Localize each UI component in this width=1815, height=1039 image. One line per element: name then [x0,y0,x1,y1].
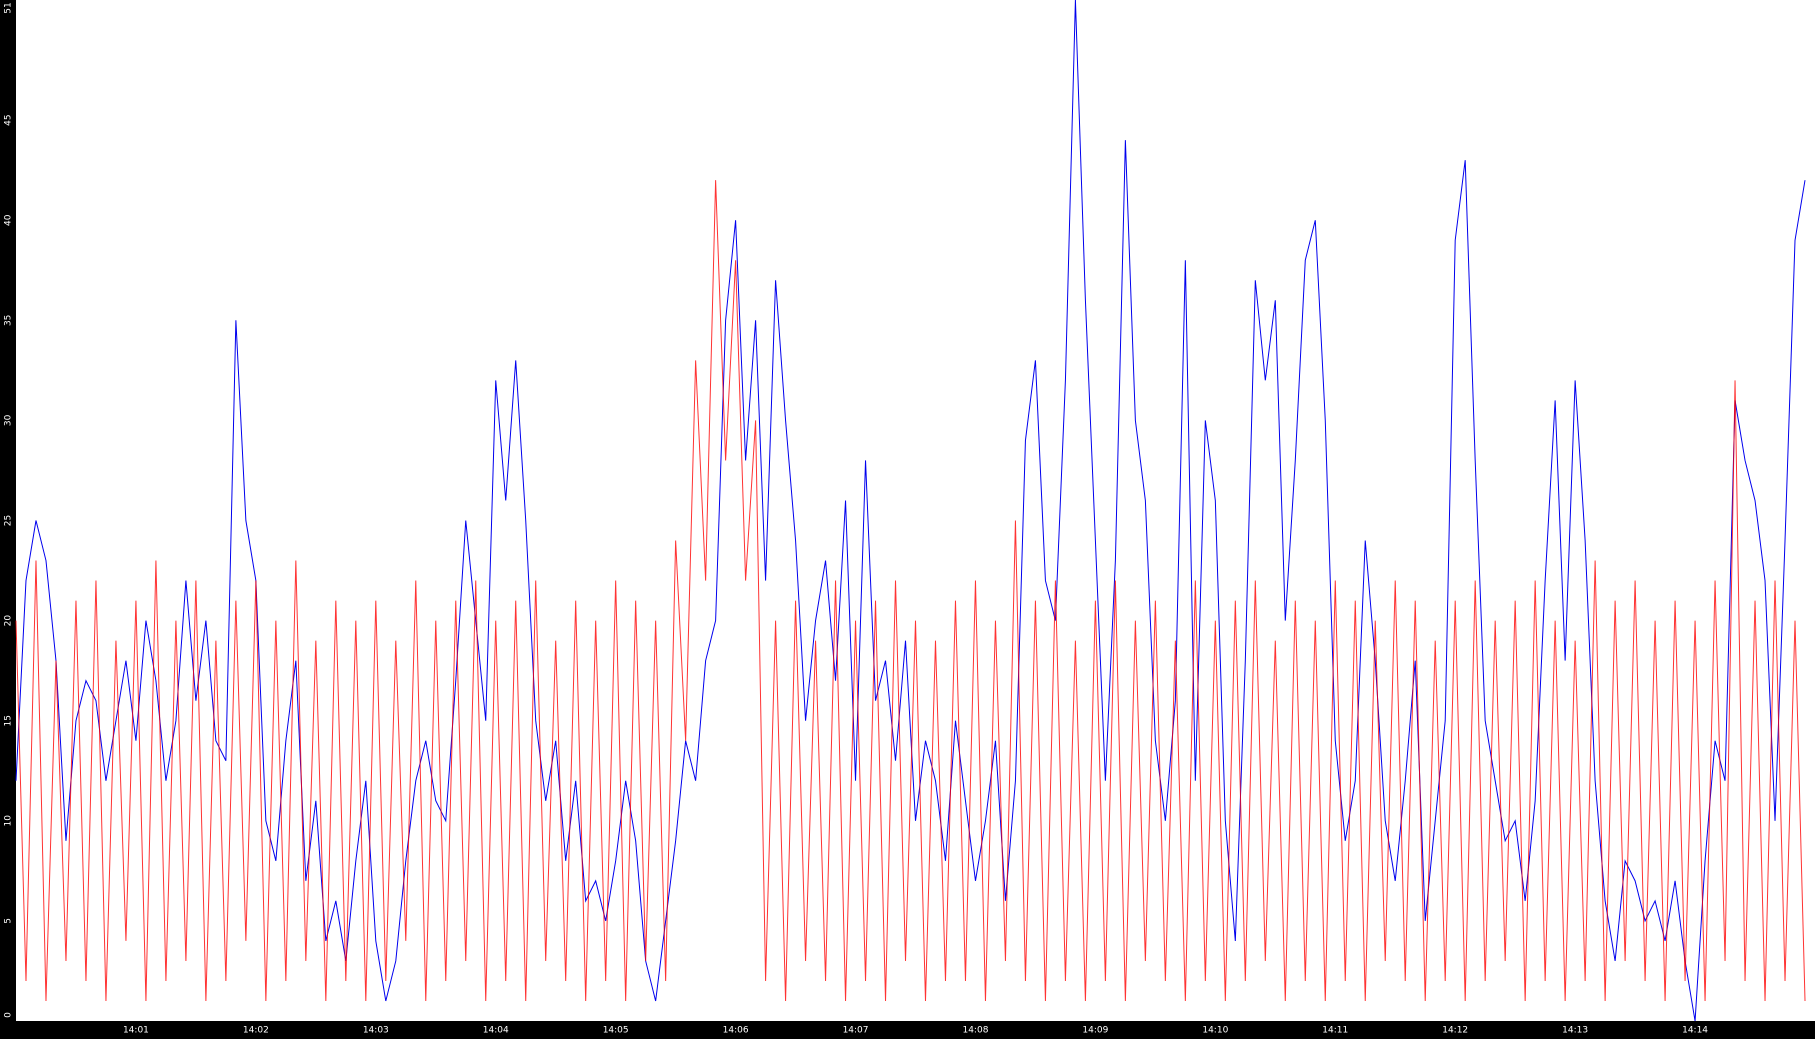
x-tick-label: 14:05 [603,1026,629,1036]
y-axis-strip [0,0,16,1039]
y-tick-label: 30 [4,414,14,426]
x-tick-label: 14:02 [243,1026,269,1036]
y-tick-label: 5 [4,918,14,924]
x-tick-label: 14:03 [363,1026,389,1036]
x-tick-label: 14:06 [723,1026,749,1036]
x-tick-label: 14:11 [1322,1026,1348,1036]
x-tick-label: 14:13 [1562,1026,1588,1036]
y-tick-label: 45 [4,114,14,125]
x-tick-label: 14:12 [1442,1026,1468,1036]
x-tick-label: 14:04 [483,1026,509,1036]
x-tick-label: 14:07 [843,1026,869,1036]
y-tick-label: 40 [4,214,14,226]
x-tick-label: 14:01 [123,1026,149,1036]
x-tick-label: 14:08 [962,1026,988,1036]
x-tick-label: 14:14 [1682,1026,1708,1036]
y-tick-label: 10 [4,815,14,827]
series-line [15,180,1806,1001]
y-tick-label: 35 [4,315,14,326]
y-tick-label: 15 [4,715,14,726]
y-tick-label: 20 [4,615,14,627]
series-line [15,0,1806,1022]
y-tick-label: 0 [4,1012,14,1018]
x-tick-label: 14:10 [1202,1026,1228,1036]
y-tick-label: 25 [4,515,14,526]
y-tick-label: 51 [4,2,14,13]
x-axis-strip [0,1021,1815,1039]
x-tick-label: 14:09 [1082,1026,1108,1036]
